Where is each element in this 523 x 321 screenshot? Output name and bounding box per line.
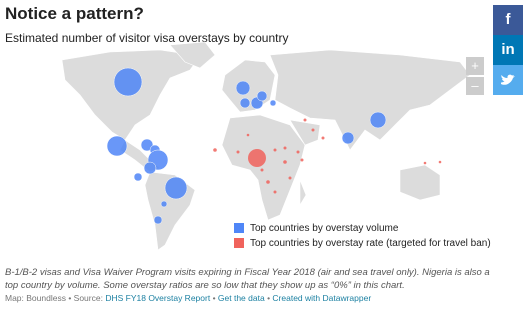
legend-label: Top countries by overstay rate (targeted… [250,238,491,249]
legend-swatch [234,238,244,248]
zoom-out[interactable]: – [466,77,484,95]
data-link[interactable]: Get the data [217,293,265,303]
twitter-icon [501,74,515,85]
datawrapper-link[interactable]: Created with Datawrapper [272,293,372,303]
twitter-button[interactable] [493,65,523,95]
legend-swatch [234,223,244,233]
title: Notice a pattern? [5,4,144,23]
source-line: Map: Boundless • Source: DHS FY18 Overst… [5,293,372,303]
zoom-in[interactable]: + [466,57,484,75]
linkedin-button[interactable]: in [493,35,523,65]
facebook-button[interactable]: f [493,5,523,35]
map-credit: Map: Boundless [5,293,66,303]
notes: B-1/B-2 visas and Visa Waiver Program vi… [5,267,490,291]
legend-label: Top countries by overstay volume [250,223,399,234]
source-label: Source: [73,293,103,303]
volume-bubbles [106,67,387,225]
source-link[interactable]: DHS FY18 Overstay Report [105,293,211,303]
rate-bubbles [213,118,442,194]
subtitle: Estimated number of visitor visa oversta… [5,31,289,45]
